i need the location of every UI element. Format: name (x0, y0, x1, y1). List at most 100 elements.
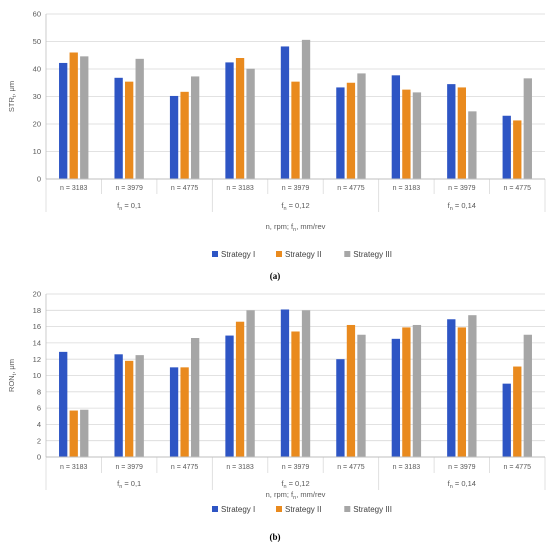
x-group-label-prefix: f (448, 479, 451, 488)
y-tick-label: 8 (37, 387, 41, 396)
bar-1 (59, 351, 68, 457)
x-axis-title-unit: , mm/rev (296, 490, 325, 499)
x-category-label: n = 4775 (504, 185, 532, 192)
bar-2 (513, 120, 522, 179)
x-category-label: n = 3979 (282, 464, 310, 471)
legend-swatch-1 (212, 506, 218, 512)
x-axis-title-main: n, rpm; f (266, 222, 294, 231)
x-axis-title: n, rpm; fn, mm/rev (266, 222, 326, 233)
legend-label: Strategy III (353, 250, 392, 259)
x-group-label: fn = 0,1 (117, 201, 141, 212)
bar-2 (180, 91, 189, 179)
bar-2 (291, 331, 300, 457)
bar-1 (336, 359, 345, 457)
bar-1 (280, 46, 290, 180)
x-group-label-suffix: = 0,14 (453, 479, 476, 488)
y-tick-label: 12 (33, 355, 41, 364)
x-group-label: fn = 0,14 (448, 479, 476, 490)
x-category-label: n = 4775 (171, 185, 199, 192)
bar-1 (447, 319, 456, 457)
bar-3 (135, 355, 144, 457)
y-axis-title-main: STR (7, 97, 16, 113)
x-group-label-sub: n (119, 484, 122, 490)
legend-label: Strategy II (285, 505, 321, 514)
bar-3 (246, 68, 255, 179)
y-tick-label: 0 (37, 175, 41, 184)
legend: Strategy I Strategy II Strategy III (212, 505, 392, 514)
bar-1 (225, 62, 234, 179)
y-tick-label: 6 (37, 404, 41, 413)
y-tick-label: 16 (33, 322, 41, 331)
legend: Strategy I Strategy II Strategy III (212, 250, 392, 259)
y-tick-label: 10 (33, 371, 41, 380)
x-category-label: n = 3183 (60, 464, 88, 471)
x-category-label: n = 4775 (504, 464, 532, 471)
bar-2 (125, 81, 134, 179)
legend-label: Strategy I (221, 505, 255, 514)
bar-2 (513, 366, 522, 457)
x-category-label: n = 3979 (115, 185, 143, 192)
panel-caption: (b) (270, 532, 281, 542)
x-group-label: fn = 0,12 (281, 201, 309, 212)
x-category-label: n = 4775 (337, 464, 365, 471)
bar-1 (391, 338, 401, 457)
bar-3 (80, 409, 89, 457)
bar-3 (80, 56, 89, 179)
y-axis-title: RONt, μm (7, 359, 18, 392)
x-group-label-sub: n (119, 206, 122, 212)
y-tick-label: 10 (33, 147, 41, 156)
bar-3 (523, 334, 532, 457)
x-group-label-prefix: f (117, 479, 120, 488)
legend-label: Strategy I (221, 250, 255, 259)
legend-swatch-2 (276, 251, 282, 257)
x-category-label: n = 3183 (60, 185, 88, 192)
x-category-label: n = 4775 (171, 464, 199, 471)
bar-2 (291, 81, 300, 179)
x-category-label: n = 3183 (226, 185, 254, 192)
bar-1 (169, 95, 179, 179)
x-group-label-suffix: = 0,12 (287, 479, 310, 488)
bar-3 (412, 324, 422, 457)
x-category-label: n = 3979 (115, 464, 143, 471)
bar-1 (336, 87, 345, 179)
bar-3 (523, 78, 532, 179)
y-tick-label: 4 (37, 420, 41, 429)
x-group-label-suffix: = 0,12 (287, 201, 310, 210)
bar-3 (412, 92, 422, 179)
x-axis-title-sub: n (293, 495, 296, 501)
x-axis-title-sub: n (293, 227, 296, 233)
y-tick-label: 20 (33, 290, 41, 299)
y-axis-title-main: RON (7, 375, 16, 392)
x-category-label: n = 3979 (282, 185, 310, 192)
x-group-label-sub: n (283, 484, 286, 490)
legend-swatch-3 (344, 506, 351, 512)
bar-3 (357, 73, 366, 179)
x-group-label-prefix: f (281, 479, 284, 488)
legend-label: Strategy II (285, 250, 321, 259)
bar-1 (169, 367, 179, 457)
chart-panel-b: 0 2 4 6 8 10 12 14 16 18 20 n = 3183 n = 3979 n = 477… (7, 290, 546, 542)
bar-2 (402, 89, 411, 179)
bar-2 (125, 360, 134, 457)
x-group-label-sub: n (450, 206, 453, 212)
bar-1 (447, 84, 456, 179)
x-group-label: fn = 0,12 (281, 479, 309, 490)
chart-panel-a: 0 10 20 30 40 50 60 n = 3183 n = 3979 n = 4775 n =… (7, 10, 546, 281)
x-axis-title: n, rpm; fn, mm/rev (266, 490, 326, 501)
x-group-label-suffix: = 0,1 (122, 201, 141, 210)
y-tick-label: 14 (33, 339, 41, 348)
x-group-label-prefix: f (117, 201, 120, 210)
x-category-label: n = 3183 (393, 185, 421, 192)
x-group-label-suffix: = 0,1 (122, 479, 141, 488)
bar-1 (280, 309, 290, 457)
x-group-label-sub: n (283, 206, 286, 212)
bar-2 (69, 410, 78, 457)
bar-1 (114, 77, 123, 179)
x-axis-title-main: n, rpm; f (266, 490, 294, 499)
y-tick-label: 60 (33, 10, 41, 19)
bar-1 (502, 115, 511, 179)
y-axis-title: STRt, μm (7, 81, 18, 112)
x-group-label-sub: n (450, 484, 453, 490)
bar-3 (190, 338, 200, 457)
